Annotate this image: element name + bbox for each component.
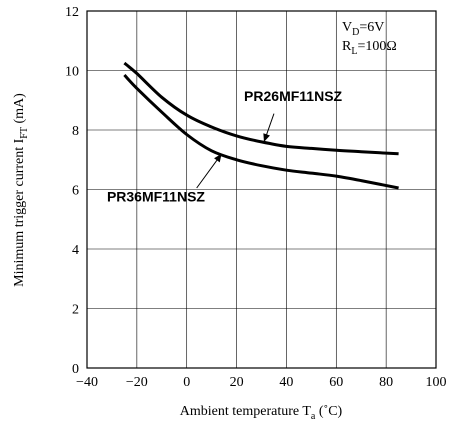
condition-rl-main: R (342, 39, 352, 54)
condition-vd-rest: =6V (359, 20, 384, 35)
x-ticks: −40 −20 0 20 40 60 80 100 (76, 375, 446, 390)
series-line-pr26mf11nsz (123, 61, 399, 156)
x-axis-title: Ambient temperature Ta (˚C) (180, 404, 343, 422)
y-axis-title-unit: (mA) (12, 93, 27, 127)
x-axis-title-sub: a (311, 411, 316, 422)
x-tick-label: −40 (76, 375, 98, 390)
arrow-head-pr26mf11nsz (263, 133, 270, 142)
condition-rl-rest: =100Ω (357, 39, 396, 54)
condition-rl: RL=100Ω (342, 39, 397, 57)
plot-frame (86, 10, 437, 369)
y-tick-label: 2 (72, 303, 79, 318)
y-tick-label: 0 (72, 362, 79, 377)
y-tick-label: 4 (72, 243, 79, 258)
series-label-pr26mf11nsz: PR26MF11NSZ (244, 88, 342, 104)
y-tick-label: 10 (65, 65, 79, 80)
y-axis-title-main: Minimum trigger current I (12, 138, 27, 286)
x-axis-title-unit: (˚C) (315, 404, 342, 419)
y-tick-label: 12 (65, 5, 79, 20)
x-tick-label: 80 (379, 375, 393, 390)
gridlines (87, 11, 436, 368)
x-tick-label: 60 (329, 375, 343, 390)
series-label-pr36mf11nsz: PR36MF11NSZ (107, 188, 205, 204)
series-lines (123, 61, 399, 190)
y-axis-title: Minimum trigger current IFT (mA) (12, 93, 30, 287)
y-axis-title-sub: FT (19, 127, 30, 139)
series-line-pr36mf11nsz (123, 73, 399, 190)
x-tick-label: 20 (230, 375, 244, 390)
x-tick-label: 100 (426, 375, 447, 390)
y-ticks: 0 2 4 6 8 10 12 (65, 5, 79, 377)
condition-vd-sub: D (352, 27, 359, 38)
condition-vd-main: V (342, 20, 352, 35)
x-tick-label: −20 (126, 375, 148, 390)
x-tick-label: 0 (183, 375, 190, 390)
x-tick-label: 40 (279, 375, 293, 390)
x-axis-title-main: Ambient temperature T (180, 404, 312, 419)
y-tick-label: 8 (72, 124, 79, 139)
annotations: PR26MF11NSZ PR36MF11NSZ (107, 88, 343, 205)
arrow-head-pr36mf11nsz (214, 153, 222, 163)
y-tick-label: 6 (72, 184, 79, 199)
condition-rl-sub: L (351, 46, 357, 57)
condition-vd: VD=6V (342, 20, 384, 38)
